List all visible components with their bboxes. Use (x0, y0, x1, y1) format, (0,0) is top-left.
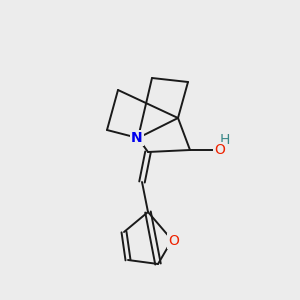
Text: H: H (220, 133, 230, 147)
Text: N: N (131, 131, 143, 145)
Text: O: O (169, 234, 179, 248)
Text: O: O (214, 143, 225, 157)
